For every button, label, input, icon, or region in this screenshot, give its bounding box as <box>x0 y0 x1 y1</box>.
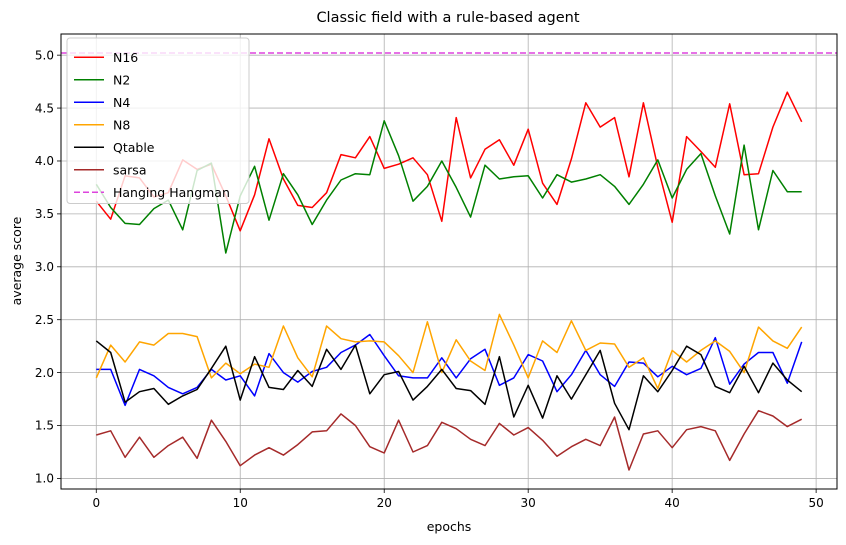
y-tick-label: 4.5 <box>35 101 54 115</box>
y-tick-label: 4.0 <box>35 154 54 168</box>
legend-label-n8: N8 <box>113 117 130 132</box>
y-axis-label: average score <box>9 216 24 305</box>
series-lines <box>95 91 803 471</box>
legend-label-n16: N16 <box>113 50 138 65</box>
x-tick-label: 0 <box>92 496 100 510</box>
legend-label-n2: N2 <box>113 72 130 87</box>
x-tick-label: 20 <box>377 496 392 510</box>
series-line-sarsa <box>96 409 803 471</box>
legend-label-qtable: Qtable <box>113 140 155 155</box>
series-line-n8 <box>95 313 803 390</box>
y-tick-label: 1.5 <box>35 419 54 433</box>
x-axis-label: epochs <box>427 519 472 534</box>
y-tick-label: 3.0 <box>35 260 54 274</box>
legend-label-n4: N4 <box>113 95 130 110</box>
legend-box <box>66 37 250 204</box>
series-line-n4 <box>96 333 803 407</box>
legend: N16 N2 N4 N8 Qtable sarsa Hanging Hangman <box>66 37 250 204</box>
grid <box>61 34 837 489</box>
axis-ticks: 0 10 20 30 40 50 1.0 1.5 2.0 2.5 3.0 3.5 4.0 4.5 5.0 <box>35 48 824 510</box>
chart-title: Classic field with a rule-based agent <box>316 10 579 26</box>
x-tick-label: 50 <box>808 496 823 510</box>
x-tick-label: 40 <box>665 496 680 510</box>
legend-label-hanging-hangman: Hanging Hangman <box>113 185 230 200</box>
y-tick-label: 5.0 <box>35 48 54 62</box>
series-line-qtable <box>95 340 803 431</box>
legend-label-sarsa: sarsa <box>113 162 146 177</box>
plot-frame <box>60 33 838 490</box>
x-tick-label: 10 <box>233 496 248 510</box>
y-tick-label: 2.0 <box>35 366 54 380</box>
y-tick-label: 2.5 <box>35 313 54 327</box>
y-tick-label: 1.0 <box>35 472 54 486</box>
x-tick-label: 30 <box>521 496 536 510</box>
y-tick-label: 3.5 <box>35 207 54 221</box>
